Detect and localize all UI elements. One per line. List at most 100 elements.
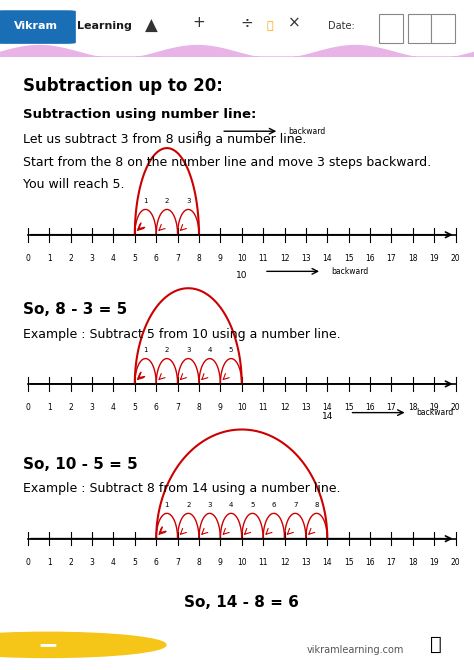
Text: 19: 19	[429, 254, 439, 263]
Text: Subtraction up to 20:: Subtraction up to 20:	[23, 77, 223, 95]
Text: Vikram: Vikram	[14, 21, 57, 31]
Text: 6: 6	[154, 403, 159, 412]
Text: 10: 10	[237, 254, 246, 263]
Text: 4: 4	[111, 254, 116, 263]
Text: Let us subtract 3 from 8 using a number line.: Let us subtract 3 from 8 using a number …	[23, 133, 307, 147]
Text: 8: 8	[197, 403, 201, 412]
Text: 8: 8	[197, 558, 201, 567]
Text: 7: 7	[293, 502, 298, 508]
Text: 12: 12	[280, 558, 289, 567]
Text: backward: backward	[288, 127, 325, 136]
Text: 6: 6	[272, 502, 276, 508]
Text: 15: 15	[344, 254, 354, 263]
Text: 13: 13	[301, 403, 311, 412]
Text: 16: 16	[365, 254, 375, 263]
Text: 3: 3	[186, 198, 191, 204]
Text: 8: 8	[197, 254, 201, 263]
Text: 20: 20	[451, 254, 460, 263]
Text: 3: 3	[90, 254, 94, 263]
Text: vikramlearning.com: vikramlearning.com	[307, 645, 404, 655]
Text: 5: 5	[250, 502, 255, 508]
Text: 15: 15	[344, 403, 354, 412]
Text: 3: 3	[208, 502, 212, 508]
Text: 20: 20	[451, 558, 460, 567]
Text: 6: 6	[154, 558, 159, 567]
Bar	[408, 14, 431, 43]
Text: Example : Subtract 8 from 14 using a number line.: Example : Subtract 8 from 14 using a num…	[23, 482, 341, 495]
Text: 10: 10	[237, 403, 246, 412]
Text: 1: 1	[164, 502, 169, 508]
Text: 1: 1	[47, 254, 52, 263]
Text: 2: 2	[68, 558, 73, 567]
Text: 2: 2	[164, 347, 169, 353]
Text: Subtraction using number line:: Subtraction using number line:	[23, 108, 257, 121]
Text: 11: 11	[258, 558, 268, 567]
Text: −: −	[37, 633, 58, 657]
Text: You will reach 5.: You will reach 5.	[23, 178, 125, 192]
Text: 1: 1	[143, 347, 148, 353]
Text: 19: 19	[429, 558, 439, 567]
Text: 7: 7	[175, 254, 180, 263]
FancyBboxPatch shape	[0, 10, 76, 44]
Text: 14: 14	[322, 254, 332, 263]
Text: 1: 1	[143, 198, 148, 204]
Text: 12: 12	[280, 403, 289, 412]
Text: 1: 1	[47, 403, 52, 412]
Text: 3: 3	[186, 347, 191, 353]
Text: 4: 4	[229, 502, 233, 508]
Text: 18: 18	[408, 403, 418, 412]
Text: 16: 16	[365, 558, 375, 567]
Text: 6: 6	[154, 254, 159, 263]
Text: 11: 11	[258, 254, 268, 263]
Text: 8: 8	[314, 502, 319, 508]
Text: 19: 19	[429, 403, 439, 412]
Text: 17: 17	[387, 254, 396, 263]
Text: 7: 7	[175, 558, 180, 567]
Text: So, 8 - 3 = 5: So, 8 - 3 = 5	[23, 302, 128, 318]
Text: +: +	[193, 15, 205, 30]
Text: 9: 9	[218, 558, 223, 567]
Text: 2: 2	[186, 502, 191, 508]
Text: 16: 16	[365, 403, 375, 412]
Text: 9: 9	[218, 254, 223, 263]
Text: 10: 10	[237, 558, 246, 567]
Bar	[431, 14, 455, 43]
Text: 15: 15	[344, 558, 354, 567]
Text: 17: 17	[387, 558, 396, 567]
Text: 14: 14	[322, 403, 332, 412]
Text: 18: 18	[408, 254, 418, 263]
Text: 13: 13	[301, 254, 311, 263]
Text: So, 14 - 8 = 6: So, 14 - 8 = 6	[184, 595, 299, 610]
Text: 4: 4	[208, 347, 212, 353]
Text: So, 10 - 5 = 5: So, 10 - 5 = 5	[23, 457, 138, 472]
Text: 5: 5	[132, 403, 137, 412]
Text: 14: 14	[321, 412, 333, 421]
Text: 2: 2	[68, 403, 73, 412]
Text: 11: 11	[258, 403, 268, 412]
Text: ▲: ▲	[146, 17, 158, 35]
Text: 🧮: 🧮	[430, 635, 442, 655]
Text: 17: 17	[387, 403, 396, 412]
Text: 14: 14	[322, 558, 332, 567]
Text: 5: 5	[132, 254, 137, 263]
Text: 1: 1	[47, 558, 52, 567]
Text: 4: 4	[111, 403, 116, 412]
Text: 13: 13	[301, 558, 311, 567]
Text: 12: 12	[280, 254, 289, 263]
Text: Start from the 8 on the number line and move 3 steps backward.: Start from the 8 on the number line and …	[23, 156, 431, 169]
Text: 20: 20	[451, 403, 460, 412]
Text: 5: 5	[229, 347, 233, 353]
Text: 2: 2	[68, 254, 73, 263]
Text: 2: 2	[164, 198, 169, 204]
Text: backward: backward	[416, 408, 454, 417]
Text: 4: 4	[111, 558, 116, 567]
Text: Learning: Learning	[77, 21, 132, 31]
Text: 📏: 📏	[267, 21, 273, 31]
Text: Example : Subtract 5 from 10 using a number line.: Example : Subtract 5 from 10 using a num…	[23, 328, 341, 340]
Text: 5: 5	[132, 558, 137, 567]
Text: 0: 0	[26, 403, 30, 412]
Text: ×: ×	[288, 15, 300, 30]
Text: 0: 0	[26, 558, 30, 567]
Text: Date:: Date:	[328, 21, 355, 31]
Text: 10: 10	[236, 271, 247, 280]
